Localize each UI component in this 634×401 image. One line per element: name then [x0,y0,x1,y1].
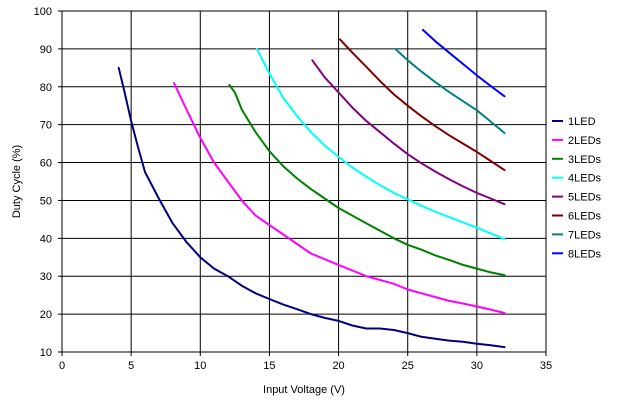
y-tick-label: 50 [40,195,52,207]
y-tick-label: 70 [40,120,52,132]
legend-label: 5LEDs [568,192,602,204]
x-tick-label: 35 [540,360,552,372]
series-line-1led [117,66,506,349]
legend-label: 2LEDs [568,135,602,147]
y-axis-title: Duty Cycle (%) [11,145,23,218]
legend-label: 6LEDs [568,211,602,223]
y-tick-label: 30 [40,271,52,283]
y-tick-label: 80 [40,82,52,94]
y-tick-label: 60 [40,158,52,170]
grid [62,11,546,352]
x-axis-title: Input Voltage (V) [263,384,345,396]
legend-label: 8LEDs [568,248,602,260]
series-line-4leds [256,47,506,241]
series-lines [117,28,506,349]
x-tick-label: 5 [128,360,134,372]
x-tick-label: 20 [332,360,344,372]
legend-label: 3LEDs [568,154,602,166]
x-tick-label: 0 [59,360,65,372]
series-line-3leds [228,83,506,277]
x-tick-label: 25 [402,360,414,372]
legend-label: 4LEDs [568,173,602,185]
y-tick-label: 90 [40,44,52,56]
y-tick-label: 40 [40,233,52,245]
x-tick-label: 30 [471,360,483,372]
plot-frame [61,10,547,353]
legend-label: 7LEDs [568,229,602,241]
y-tick-label: 10 [40,347,52,359]
series-line-7leds [394,47,506,134]
y-tick-label: 100 [34,6,52,18]
series-line-5leds [311,59,506,206]
x-tick-label: 10 [194,360,206,372]
series-line-2leds [173,82,506,314]
legend-label: 1LED [568,116,596,128]
y-tick-label: 20 [40,309,52,321]
legend: 1LED 2LEDs 3LEDs 4LEDs 5LEDs 6LEDs 7LEDs 8LEDs [552,116,602,260]
x-tick-label: 15 [263,360,275,372]
series-line-6leds [339,38,506,172]
axis-ticks: 0 5 10 15 20 25 30 35 10 20 30 40 50 60 70 80 90 100 [34,6,552,372]
series-line-8leds [421,28,506,98]
